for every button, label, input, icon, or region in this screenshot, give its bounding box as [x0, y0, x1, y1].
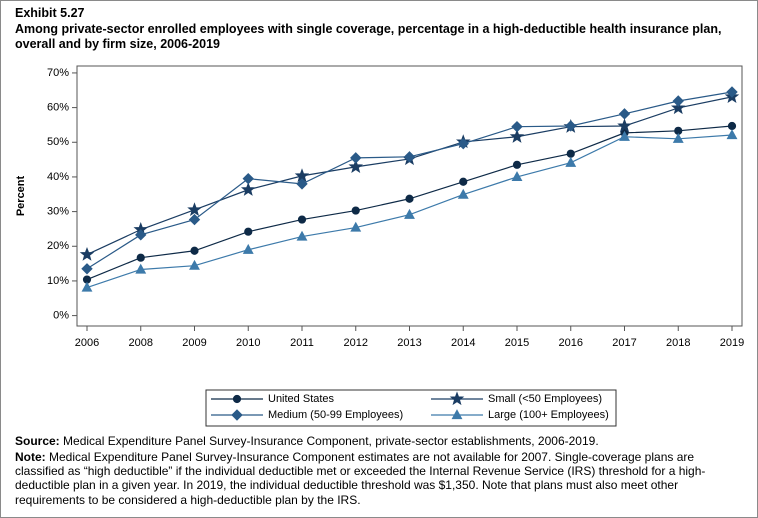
- point: [617, 118, 632, 133]
- point: [619, 130, 630, 141]
- point: [81, 263, 93, 275]
- point: [187, 202, 202, 217]
- x-tick-label: 2011: [290, 337, 314, 349]
- point: [565, 120, 577, 132]
- point: [727, 121, 737, 131]
- point: [350, 152, 362, 164]
- point: [135, 263, 147, 274]
- point: [350, 221, 362, 232]
- legend-marker: [449, 391, 465, 406]
- y-tick-label: 50%: [47, 136, 69, 148]
- note-label: Note:: [15, 450, 46, 464]
- y-tick-label: 0%: [53, 310, 69, 322]
- point: [296, 230, 308, 241]
- point: [190, 246, 199, 255]
- x-tick-label: 2019: [720, 337, 744, 349]
- point: [296, 178, 308, 190]
- chart: Percent 0% 10% 20% 30% 40% 50% 60% 70% 2006 2008 2…: [15, 65, 744, 427]
- source-label: Source:: [15, 434, 60, 448]
- point: [670, 100, 686, 115]
- y-tick-label: 10%: [47, 275, 69, 287]
- legend-marker: [232, 394, 242, 404]
- point: [459, 177, 468, 186]
- point: [672, 132, 684, 143]
- source-text: Medical Expenditure Panel Survey-Insuran…: [63, 434, 599, 448]
- series-line: [86, 91, 733, 270]
- y-axis-label: Percent: [15, 175, 27, 216]
- point: [136, 253, 145, 262]
- legend-label: United States: [268, 393, 335, 405]
- x-tick-label: 2012: [344, 337, 368, 349]
- point: [404, 208, 415, 219]
- legend-label: Large (100+ Employees): [488, 409, 609, 421]
- note: Note: Medical Expenditure Panel Survey-I…: [15, 450, 740, 507]
- x-tick-label: 2010: [236, 337, 260, 349]
- y-tick-label: 70%: [47, 67, 69, 79]
- point: [726, 86, 738, 98]
- note-text: Medical Expenditure Panel Survey-Insuran…: [15, 450, 706, 507]
- point: [297, 215, 307, 224]
- point: [244, 227, 253, 236]
- x-tick-label: 2008: [129, 337, 153, 349]
- x-tick-label: 2016: [559, 337, 583, 349]
- point: [672, 95, 684, 107]
- x-tick-label: 2018: [666, 337, 690, 349]
- point: [511, 171, 523, 182]
- legend-label: Small (<50 Employees): [488, 393, 602, 405]
- point: [81, 281, 93, 292]
- point: [565, 156, 577, 167]
- y-tick-label: 30%: [47, 206, 69, 218]
- x-tick-label: 2017: [612, 337, 636, 349]
- point: [188, 213, 201, 226]
- point: [511, 120, 523, 133]
- point: [240, 182, 256, 196]
- x-tick-label: 2014: [451, 337, 475, 349]
- point: [242, 243, 254, 254]
- point: [726, 129, 738, 140]
- series-line: [86, 96, 733, 256]
- point: [351, 206, 360, 215]
- point: [403, 151, 416, 163]
- point: [189, 259, 200, 270]
- x-tick-label: 2015: [505, 337, 529, 349]
- y-tick-label: 40%: [47, 171, 69, 183]
- point: [405, 194, 414, 203]
- chart-title: Among private-sector enrolled employees …: [15, 22, 722, 51]
- legend-marker: [231, 409, 243, 421]
- point: [457, 137, 469, 150]
- x-tick-label: 2009: [182, 337, 206, 349]
- legend-marker: [451, 409, 463, 420]
- point: [509, 129, 525, 143]
- legend-label: Medium (50-99 Employees): [268, 409, 403, 421]
- y-tick-label: 60%: [47, 102, 69, 114]
- point: [79, 246, 95, 261]
- point: [566, 149, 575, 158]
- point: [618, 108, 631, 120]
- point: [242, 172, 254, 185]
- x-tick-label: 2006: [75, 337, 99, 349]
- point: [457, 188, 469, 199]
- source: Source: Medical Expenditure Panel Survey…: [15, 434, 740, 448]
- legend-frame: [205, 389, 617, 427]
- point: [348, 159, 364, 174]
- exhibit-label: Exhibit 5.27: [15, 6, 85, 20]
- point: [135, 229, 147, 241]
- x-tick-label: 2013: [397, 337, 421, 349]
- point: [512, 160, 522, 169]
- y-tick-label: 20%: [47, 240, 69, 252]
